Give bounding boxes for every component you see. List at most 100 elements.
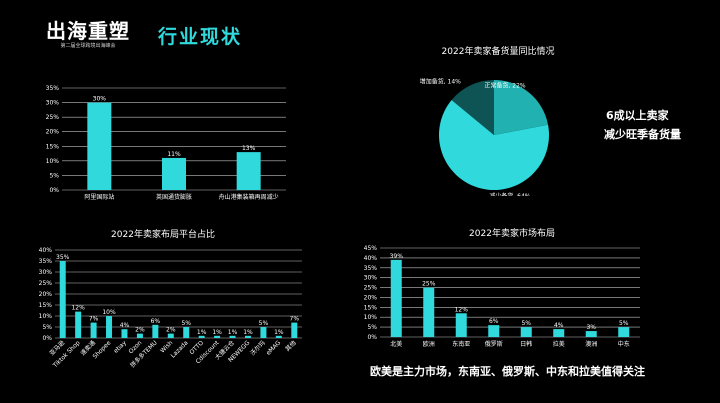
data-label: 7% xyxy=(290,316,300,323)
data-label: 35% xyxy=(56,254,70,261)
bar xyxy=(244,335,251,338)
platform-bar-chart: 2022年卖家布局平台占比0%5%10%15%20%25%30%35%40%35… xyxy=(39,228,302,370)
y-tick-label: 10% xyxy=(39,313,53,320)
y-tick-label: 15% xyxy=(39,302,53,309)
bar xyxy=(488,325,500,337)
chart-title: 2022年卖家布局平台占比 xyxy=(111,228,215,240)
data-label: 2% xyxy=(166,327,176,334)
data-label: 12% xyxy=(455,306,469,313)
bar xyxy=(152,324,159,338)
bar xyxy=(260,327,267,338)
y-tick-label: 30% xyxy=(39,269,53,276)
bar xyxy=(455,313,467,337)
x-tick-label: 英国通货膨胀 xyxy=(156,193,192,201)
data-label: 6% xyxy=(489,318,499,325)
data-label: 4% xyxy=(554,322,564,329)
data-label: 11% xyxy=(167,151,181,158)
bar xyxy=(520,327,532,337)
y-tick-label: 35% xyxy=(46,85,60,92)
y-tick-label: 25% xyxy=(364,285,378,292)
chart-title: 2022年卖家备货量同比情况 xyxy=(442,45,555,57)
y-tick-label: 30% xyxy=(364,275,378,282)
data-label: 30% xyxy=(93,96,107,103)
x-tick-label: 沃尔玛 xyxy=(248,339,266,357)
x-tick-label: 中东 xyxy=(618,340,630,348)
data-label: 39% xyxy=(390,253,404,260)
y-tick-label: 25% xyxy=(39,280,53,287)
x-tick-label: 澳洲 xyxy=(585,340,597,348)
x-tick-label: 其他 xyxy=(284,339,298,353)
bar xyxy=(291,322,298,338)
data-label: 5% xyxy=(259,320,269,327)
pie-label: 增加备货, 14% xyxy=(420,78,461,86)
bar xyxy=(553,329,565,337)
stock-callout: 6成以上卖家 减少旺季备货量 xyxy=(604,106,681,144)
bar xyxy=(275,335,282,338)
chart-title: 2022年卖家市场布局 xyxy=(469,227,555,239)
bar xyxy=(183,327,190,338)
y-tick-label: 15% xyxy=(46,143,60,150)
data-label: 3% xyxy=(586,324,596,331)
bar xyxy=(390,259,402,337)
x-tick-label: 俄罗斯 xyxy=(485,340,503,348)
x-tick-label: 舟山港集装箱再周减少 xyxy=(219,193,279,201)
data-label: 10% xyxy=(102,309,116,316)
x-tick-label: eMAG xyxy=(265,339,283,357)
page-title: 行业现状 xyxy=(158,26,243,48)
x-tick-label: ebay xyxy=(113,339,129,355)
y-tick-label: 30% xyxy=(46,100,60,107)
data-label: 13% xyxy=(242,145,256,152)
y-tick-label: 0% xyxy=(49,187,59,194)
bar xyxy=(59,261,66,338)
data-label: 4% xyxy=(120,322,130,329)
logo-sub-text: 第二届全球跨境出海峰会 xyxy=(60,43,116,49)
market-conclusion: 欧美是主力市场，东南亚、俄罗斯、中东和拉美值得关注 xyxy=(370,365,645,378)
bar xyxy=(121,329,128,338)
data-label: 1% xyxy=(243,329,253,336)
data-label: 25% xyxy=(422,281,436,288)
data-label: 7% xyxy=(89,316,99,323)
pie-slice xyxy=(451,80,494,135)
bar xyxy=(618,327,630,337)
y-tick-label: 20% xyxy=(46,129,60,136)
x-tick-label: 拉美 xyxy=(553,340,565,348)
data-label: 1% xyxy=(274,329,284,336)
data-label: 12% xyxy=(71,305,85,312)
y-tick-label: 20% xyxy=(39,291,53,298)
bar xyxy=(106,316,113,338)
bar xyxy=(423,287,435,337)
pie-slice xyxy=(494,80,549,135)
y-tick-label: 15% xyxy=(364,304,378,311)
y-tick-label: 35% xyxy=(364,265,378,272)
data-label: 5% xyxy=(181,320,191,327)
data-label: 5% xyxy=(521,320,531,327)
bar xyxy=(75,311,82,338)
logo-main-text: 出海重塑 xyxy=(46,19,130,43)
y-tick-label: 10% xyxy=(46,158,60,165)
x-tick-label: 欧洲 xyxy=(423,340,435,348)
y-tick-label: 45% xyxy=(364,245,378,252)
bar xyxy=(198,335,205,338)
pie-slice xyxy=(439,99,549,190)
y-tick-label: 0% xyxy=(42,335,52,342)
x-tick-label: Lazada xyxy=(170,339,190,359)
y-tick-label: 20% xyxy=(364,294,378,301)
bar xyxy=(167,333,174,338)
data-label: 5% xyxy=(619,320,629,327)
x-tick-label: 阿里国际站 xyxy=(84,193,114,201)
x-tick-label: 北美 xyxy=(390,340,402,348)
y-tick-label: 25% xyxy=(46,114,60,121)
data-label: 1% xyxy=(197,329,207,336)
x-tick-label: 日韩 xyxy=(520,340,532,348)
data-label: 1% xyxy=(228,329,238,336)
data-label: 2% xyxy=(135,327,145,334)
y-tick-label: 40% xyxy=(39,247,53,254)
data-label: 6% xyxy=(151,318,161,325)
market-bar-chart: 2022年卖家市场布局 0% 5% 10% 15% 20% 25% 30% 35% 40% 45% 3… xyxy=(364,227,640,348)
risk-bar-chart: 0% 5% 10% 15% 20% 25% 30% 35% 30% 阿里国际站 11% 英国通货膨胀 1… xyxy=(46,85,286,201)
bar xyxy=(585,331,597,337)
bar xyxy=(136,333,143,338)
y-tick-label: 35% xyxy=(39,258,53,265)
bar xyxy=(162,157,186,190)
pie-label: 减少备货, 64% xyxy=(489,192,530,196)
